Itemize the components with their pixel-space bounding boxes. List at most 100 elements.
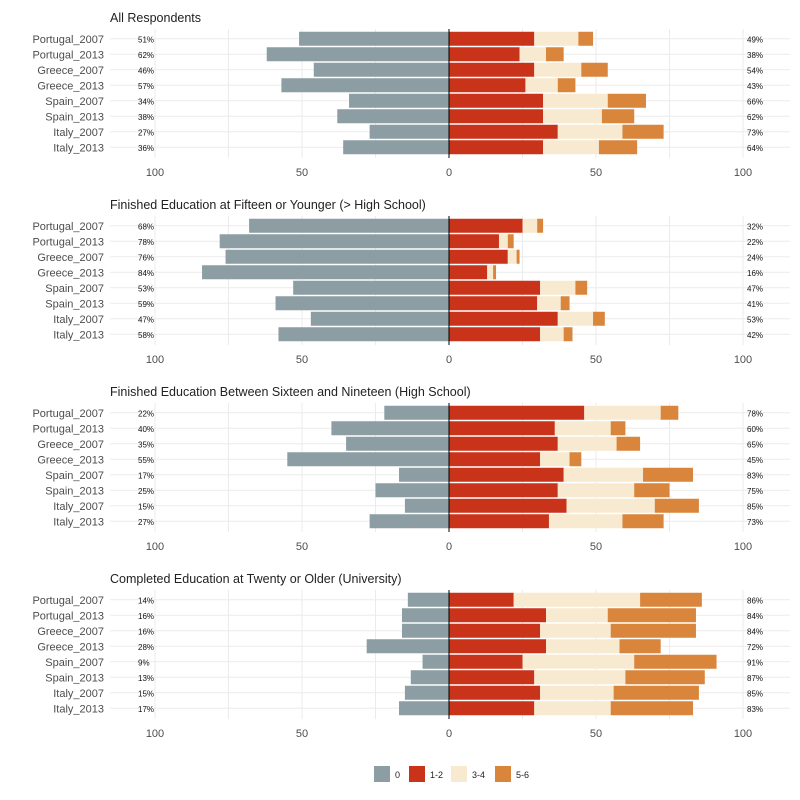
bar-segment-3-4 xyxy=(543,93,608,108)
category-label: Italy_2007 xyxy=(53,314,104,326)
bar-segment-0 xyxy=(399,467,449,482)
left-percent-label: 25% xyxy=(138,487,154,496)
bar-segment-5-6 xyxy=(622,514,664,529)
bar-segment-0 xyxy=(384,405,449,420)
right-percent-label: 64% xyxy=(747,144,763,153)
category-label: Italy_2007 xyxy=(53,688,104,700)
right-percent-label: 38% xyxy=(747,51,763,60)
category-label: Italy_2013 xyxy=(53,142,104,154)
left-percent-label: 38% xyxy=(138,113,154,122)
bar-segment-5-6 xyxy=(643,467,694,482)
bar-segment-5-6 xyxy=(601,109,635,124)
bar-segment-0 xyxy=(331,421,449,436)
bar-segment-5-6 xyxy=(557,78,576,93)
bar-segment-3-4 xyxy=(543,109,602,124)
bar-segment-3-4 xyxy=(540,685,614,700)
left-percent-label: 55% xyxy=(138,456,154,465)
category-label: Greece_2013 xyxy=(37,454,104,466)
bar-segment-1-2 xyxy=(449,592,514,607)
bar-segment-1-2 xyxy=(449,685,541,700)
bar-segment-5-6 xyxy=(634,483,670,498)
bar-segment-0 xyxy=(375,483,449,498)
bar-segment-5-6 xyxy=(607,608,696,623)
bar-segment-3-4 xyxy=(546,639,620,654)
bar-segment-0 xyxy=(404,498,449,513)
right-percent-label: 62% xyxy=(747,113,763,122)
bar-segment-5-6 xyxy=(598,140,638,155)
left-percent-label: 16% xyxy=(138,612,154,621)
category-label: Spain_2013 xyxy=(45,672,104,684)
x-tick-label: 0 xyxy=(446,541,452,553)
left-percent-label: 62% xyxy=(138,51,154,60)
x-tick-label: 50 xyxy=(590,541,602,553)
chart-panel: Finished Education Between Sixteen and N… xyxy=(32,385,790,553)
category-label: Greece_2013 xyxy=(37,80,104,92)
category-label: Italy_2013 xyxy=(53,516,104,528)
panel-bars xyxy=(287,405,699,529)
x-tick-label: 100 xyxy=(146,167,164,179)
bar-segment-1-2 xyxy=(449,498,567,513)
bar-segment-5-6 xyxy=(493,265,497,280)
left-percent-label: 15% xyxy=(138,502,154,511)
bar-segment-5-6 xyxy=(654,498,699,513)
bar-segment-0 xyxy=(293,280,449,295)
bar-segment-0 xyxy=(343,140,449,155)
bar-segment-5-6 xyxy=(546,47,564,62)
panel-bars xyxy=(366,592,717,716)
category-label: Greece_2007 xyxy=(37,439,104,451)
category-label: Greece_2007 xyxy=(37,252,104,264)
left-percent-label: 27% xyxy=(138,128,154,137)
panel-title: All Respondents xyxy=(110,11,201,25)
right-percent-label: 78% xyxy=(747,409,763,418)
left-percent-label: 16% xyxy=(138,627,154,636)
x-tick-label: 50 xyxy=(296,728,308,740)
bar-segment-1-2 xyxy=(449,109,544,124)
bar-segment-3-4 xyxy=(557,483,635,498)
bar-segment-3-4 xyxy=(487,265,494,280)
bar-segment-5-6 xyxy=(634,654,717,669)
right-percent-label: 72% xyxy=(747,643,763,652)
x-tick-label: 0 xyxy=(446,354,452,366)
left-percent-label: 57% xyxy=(138,82,154,91)
legend-label: 3-4 xyxy=(472,770,485,780)
bar-segment-0 xyxy=(349,93,449,108)
bar-segment-1-2 xyxy=(449,701,535,716)
bar-segment-3-4 xyxy=(557,311,594,326)
bar-segment-1-2 xyxy=(449,452,541,467)
bar-segment-3-4 xyxy=(498,234,508,249)
bar-segment-1-2 xyxy=(449,639,547,654)
bar-segment-1-2 xyxy=(449,234,499,249)
chart-panel: All Respondents Portugal_2007 51% 49% Portug… xyxy=(32,11,790,179)
category-label: Portugal_2013 xyxy=(32,610,104,622)
category-label: Portugal_2013 xyxy=(32,49,104,61)
x-tick-label: 100 xyxy=(734,354,752,366)
right-percent-label: 42% xyxy=(747,331,763,340)
bar-segment-3-4 xyxy=(540,327,564,342)
category-label: Spain_2013 xyxy=(45,298,104,310)
category-label: Portugal_2013 xyxy=(32,236,104,248)
bar-segment-5-6 xyxy=(607,93,646,108)
category-label: Portugal_2007 xyxy=(32,595,104,607)
right-percent-label: 32% xyxy=(747,222,763,231)
right-percent-label: 47% xyxy=(747,284,763,293)
bar-segment-0 xyxy=(249,218,449,233)
bar-segment-1-2 xyxy=(449,218,523,233)
right-percent-label: 85% xyxy=(747,502,763,511)
right-percent-label: 16% xyxy=(747,269,763,278)
bar-segment-3-4 xyxy=(534,62,582,77)
left-percent-label: 53% xyxy=(138,284,154,293)
right-percent-label: 45% xyxy=(747,456,763,465)
bar-segment-1-2 xyxy=(449,296,538,311)
bar-segment-1-2 xyxy=(449,78,526,93)
right-percent-label: 22% xyxy=(747,238,763,247)
bar-segment-3-4 xyxy=(525,78,558,93)
bar-segment-3-4 xyxy=(548,514,623,529)
category-label: Italy_2007 xyxy=(53,127,104,139)
x-tick-label: 100 xyxy=(146,728,164,740)
bar-segment-5-6 xyxy=(625,670,705,685)
right-percent-label: 86% xyxy=(747,596,763,605)
right-percent-label: 41% xyxy=(747,300,763,309)
bar-segment-0 xyxy=(407,592,449,607)
panel-title: Finished Education Between Sixteen and N… xyxy=(110,385,471,399)
x-tick-label: 100 xyxy=(146,354,164,366)
